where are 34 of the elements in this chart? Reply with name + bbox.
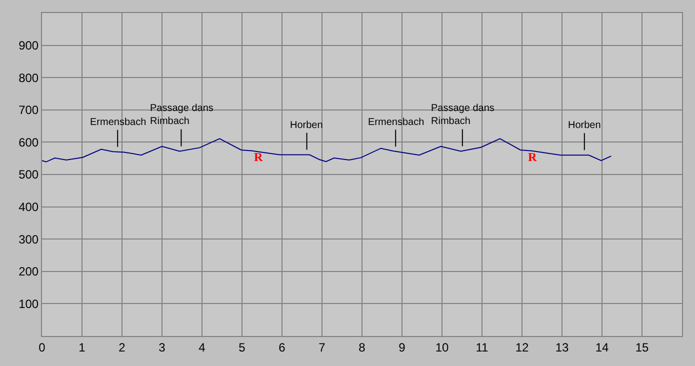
- annotation: Ermensbach: [90, 117, 146, 128]
- y-tick-label: 900: [18, 38, 39, 52]
- x-tick-label: 0: [38, 340, 46, 354]
- x-tick-label: 6: [278, 340, 286, 354]
- annotation: Ermensbach: [368, 117, 424, 128]
- x-tick-label: 5: [238, 340, 246, 354]
- y-tick-label: 700: [18, 103, 39, 118]
- x-tick-label: 3: [158, 340, 166, 354]
- x-tick-label: 15: [635, 340, 649, 354]
- x-tick-label: 12: [515, 340, 529, 354]
- x-tick-label: 7: [318, 340, 326, 354]
- x-tick-label: 10: [435, 340, 449, 354]
- x-tick-label: 11: [476, 340, 489, 354]
- annotation: R: [254, 150, 263, 164]
- y-tick-label: 600: [18, 135, 39, 150]
- x-tick-label: 8: [358, 340, 366, 354]
- line-series: [42, 138, 612, 162]
- y-tick-label: 300: [18, 232, 39, 246]
- x-tick-label: 9: [398, 340, 406, 354]
- y-tick-label: 800: [18, 70, 39, 85]
- y-tick-label: 500: [18, 168, 39, 182]
- annotation: Horben: [290, 120, 323, 131]
- x-tick-label: 1: [78, 340, 86, 354]
- annotation: Horben: [568, 120, 601, 131]
- y-tick-label: 100: [18, 296, 39, 311]
- annotation: Passage dans Rimbach: [431, 103, 494, 127]
- annotation: R: [528, 150, 537, 164]
- x-tick-label: 4: [198, 340, 206, 354]
- x-tick-label: 13: [555, 340, 569, 354]
- x-tick-label: 2: [118, 340, 126, 354]
- annotation: Passage dans Rimbach: [150, 103, 214, 127]
- y-tick-label: 200: [18, 264, 39, 279]
- y-tick-label: 400: [18, 200, 39, 214]
- x-tick-label: 14: [595, 340, 609, 354]
